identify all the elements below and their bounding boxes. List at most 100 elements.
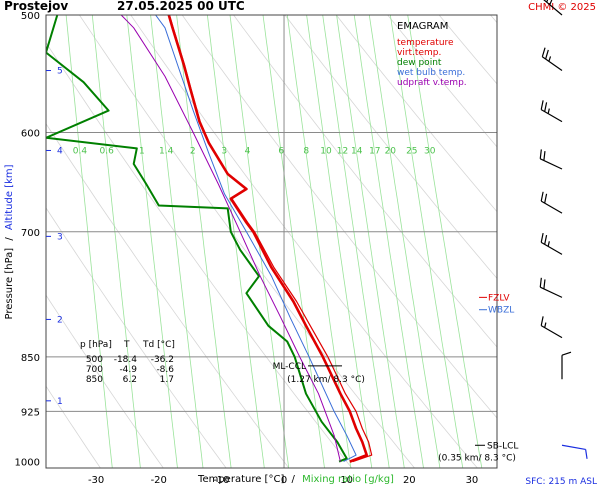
- wind-barb-flag: [541, 192, 543, 201]
- mixing-ratio-label: 3: [221, 147, 227, 157]
- table-cell: -8.6: [156, 365, 174, 375]
- wind-barb: [541, 316, 562, 337]
- table-cell: -36.2: [151, 355, 174, 365]
- y-axis-label-altitude: Altitude [km]: [4, 164, 15, 230]
- station-name: Prostejov: [4, 0, 68, 13]
- level-label-wbzl: WBZL: [488, 306, 514, 316]
- svg-text:Temperature [°C] /: Temperature [°C] / Mixing ratio [g/kg]: [197, 474, 394, 485]
- mixing-ratio-label: 30: [424, 147, 436, 157]
- wind-barb-half-flag: [548, 241, 549, 246]
- wind-barb-flag: [586, 449, 587, 458]
- legend-virt-temp: virt.temp.: [397, 48, 441, 58]
- y-axis-label: Pressure [hPa]: [4, 248, 15, 320]
- y-axis-title: Pressure [hPa] / Altitude [km]: [4, 164, 15, 319]
- wind-barb-half-flag: [545, 323, 546, 328]
- wind-barb-flag: [562, 352, 571, 355]
- table-cell: -18.4: [114, 355, 138, 365]
- wind-barb-flag: [545, 235, 547, 244]
- wind-barbs: [540, 0, 587, 459]
- legend-dew-point: dew point: [397, 58, 442, 68]
- sfc-text: SFC: 215 m ASL: [525, 477, 597, 487]
- svg-text:Pressure [hPa] /: Pressure [hPa] / Altitude [km]: [4, 164, 15, 319]
- mixing-ratio-label: 12: [337, 147, 348, 157]
- mixing-ratio-label: 0.6: [100, 147, 115, 157]
- mixing-ratio-line: [287, 15, 351, 468]
- dry-adiabat: [0, 15, 226, 468]
- altitude-tick-label: 3: [57, 232, 63, 242]
- table-cell: -4.9: [119, 365, 137, 375]
- ml-ccl-label: ML-CCL: [273, 362, 306, 372]
- pressure-tick-label: 600: [21, 128, 40, 139]
- dry-adiabat: [542, 15, 600, 468]
- wind-barb-flag: [541, 100, 543, 109]
- wind-barb-flag: [540, 149, 541, 158]
- mixing-ratio-line: [263, 15, 325, 468]
- dry-adiabat: [336, 15, 600, 468]
- mixing-ratio-line: [66, 15, 112, 468]
- pressure-tick-label: 925: [21, 407, 40, 418]
- altitude-tick-label: 4: [57, 146, 63, 156]
- legend: EMAGRAM temperature virt.temp. dew point…: [397, 21, 467, 88]
- table-header-t: T: [123, 340, 130, 350]
- mixing-ratio-label: 4: [245, 147, 251, 157]
- mixing-ratio-label: 1.4: [159, 147, 174, 157]
- table-cell: 500: [86, 355, 103, 365]
- altitude-tick-label: 5: [57, 67, 63, 77]
- pressure-tick-label: 1000: [15, 458, 40, 469]
- wind-barb-flag: [541, 233, 543, 242]
- dry-adiabat: [0, 15, 163, 468]
- mixing-ratio-label: 10: [320, 147, 332, 157]
- wind-barb: [562, 352, 571, 379]
- chart-title: EMAGRAM: [397, 21, 448, 32]
- mixing-ratio-label: 1: [139, 147, 145, 157]
- dry-adiabat: [0, 15, 289, 468]
- mixing-ratio-label: 20: [385, 147, 397, 157]
- wind-barb-flag: [544, 151, 545, 160]
- profile-dew-point: [46, 15, 347, 462]
- mixing-ratio-label: 14: [351, 147, 363, 157]
- wind-barb-flag: [540, 278, 541, 287]
- mixing-ratio-label: 17: [369, 147, 380, 157]
- level-table: p [hPa] T Td [°C] 500 -18.4 -36.2 700 -4…: [80, 340, 175, 385]
- wind-barb-flag: [542, 48, 545, 57]
- mixing-ratio-label: 0.4: [73, 147, 88, 157]
- wind-barb-flag: [544, 279, 545, 288]
- sounding-datetime: 27.05.2025 00 UTC: [117, 0, 245, 13]
- mixing-ratio-label: 25: [406, 147, 417, 157]
- temperature-tick-label: -30: [88, 475, 104, 486]
- wind-barb: [541, 192, 562, 213]
- wind-barb: [540, 149, 562, 169]
- mixing-ratio-line: [177, 15, 232, 468]
- ml-ccl-detail: (1.27 km/ 8.3 °C): [287, 375, 365, 385]
- wind-barb: [542, 48, 562, 71]
- temperature-tick-label: 20: [403, 475, 416, 486]
- y-axis-separator: /: [4, 237, 15, 241]
- credit-text: CHMI © 2025: [528, 2, 596, 13]
- x-axis-label: Temperature [°C]: [197, 474, 284, 485]
- sb-lcl-detail: (0.35 km/ 8.3 °C): [438, 453, 516, 463]
- dry-adiabat: [593, 15, 600, 468]
- temperature-tick-label: 30: [466, 475, 479, 486]
- table-cell: 700: [86, 365, 103, 375]
- wind-barb-half-flag: [548, 109, 549, 114]
- table-header-td: Td [°C]: [142, 340, 175, 350]
- mixing-ratio-line: [337, 15, 405, 468]
- wind-barb-flag: [545, 194, 547, 203]
- x-axis-title: Temperature [°C] / Mixing ratio [g/kg]: [197, 474, 394, 485]
- wind-barb-flag: [546, 50, 549, 59]
- wind-barb-staff: [562, 445, 586, 449]
- wind-barb: [540, 278, 562, 298]
- temperature-tick-label: -20: [151, 475, 167, 486]
- wind-barb-flag: [541, 316, 543, 325]
- x-axis-label-mixing: Mixing ratio [g/kg]: [302, 474, 394, 485]
- wind-barb: [562, 445, 587, 459]
- altitude-tick-label: 2: [57, 315, 63, 325]
- legend-temperature: temperature: [397, 38, 454, 48]
- mixing-ratio-line: [127, 15, 178, 468]
- series-layer: [46, 15, 372, 462]
- table-cell: 1.7: [160, 375, 174, 385]
- wind-barb: [541, 233, 562, 254]
